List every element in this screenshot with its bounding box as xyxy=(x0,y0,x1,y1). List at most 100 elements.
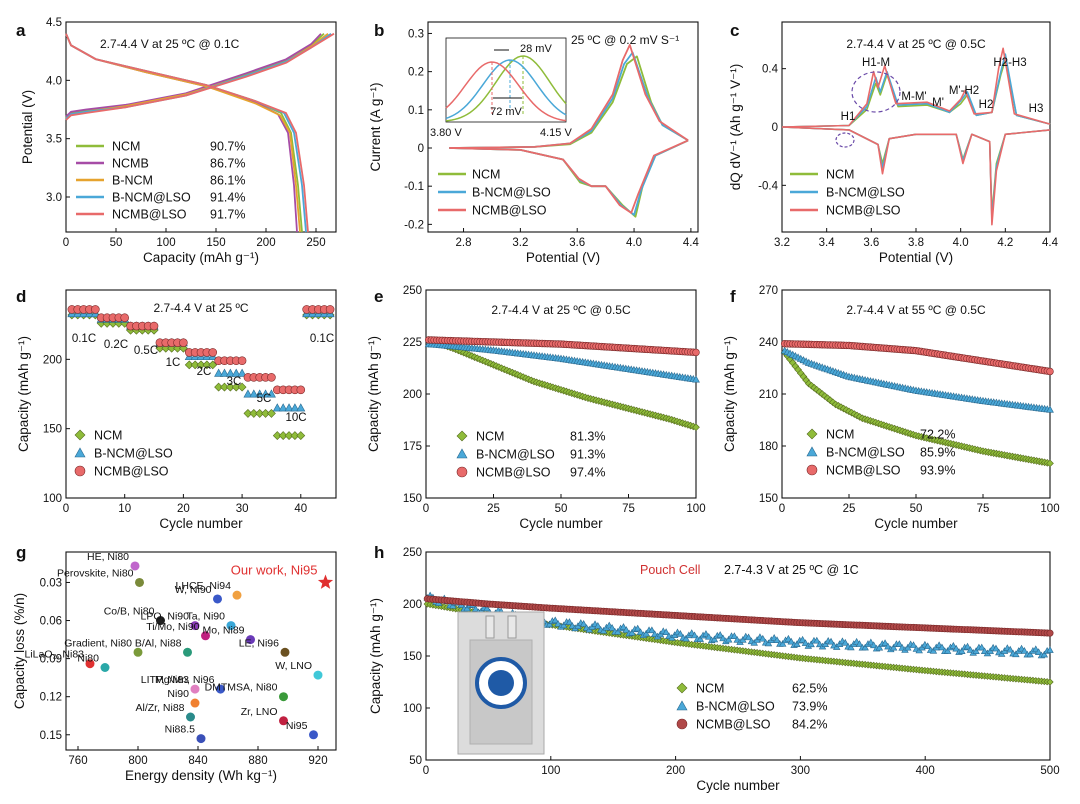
h-point xyxy=(744,633,753,641)
e-legend-label: NCM xyxy=(476,430,504,444)
g-point xyxy=(216,684,225,694)
h-ytick-label: 50 xyxy=(409,755,422,767)
e-xlabel: Cycle number xyxy=(519,516,603,531)
c-xtick-label: 4.2 xyxy=(997,237,1013,249)
d-rate-label: 1C xyxy=(166,357,181,369)
d-point xyxy=(214,382,224,392)
h-point xyxy=(963,642,972,650)
a-xtick-label: 250 xyxy=(306,237,325,249)
a-legend-value: 86.7% xyxy=(210,157,245,171)
h-point xyxy=(827,637,835,645)
d-rate-label: 5C xyxy=(257,393,272,405)
panel-label-e: e xyxy=(374,287,383,306)
a-legend-value: 91.7% xyxy=(210,208,245,222)
d-point xyxy=(272,431,282,441)
a-legend-label: NCM xyxy=(112,140,140,154)
d-rate-label: 3C xyxy=(227,376,242,388)
e-ytick-label: 250 xyxy=(403,285,422,297)
h-point xyxy=(847,643,855,651)
a-xtick-label: 200 xyxy=(256,237,275,249)
h-point xyxy=(682,634,690,642)
h-ytick-label: 250 xyxy=(403,547,422,559)
a-legend-value: 91.4% xyxy=(210,191,245,205)
h-tag: Pouch Cell xyxy=(640,563,700,577)
h-point xyxy=(773,636,781,643)
h-legend-marker xyxy=(676,700,688,711)
c-highlight-h1m xyxy=(851,71,901,113)
f-xtick-label: 25 xyxy=(843,503,856,515)
g-point xyxy=(135,577,144,587)
d-point xyxy=(249,408,259,418)
d-legend-marker xyxy=(74,447,86,458)
d-point xyxy=(266,389,276,398)
g-point xyxy=(100,663,110,672)
c-ytick-label: -0.4 xyxy=(758,180,778,192)
h-point xyxy=(821,640,830,648)
h-legend-label: B-NCM@LSO xyxy=(696,700,775,714)
e-xtick-label: 25 xyxy=(487,503,500,515)
c-annotation: H2 xyxy=(979,99,994,111)
d-point xyxy=(237,356,247,366)
g-point-label: B/Al, Ni88 xyxy=(135,637,182,649)
g-point-label: LHCE, Ni94 xyxy=(176,580,232,592)
g-point xyxy=(186,712,195,722)
h-point xyxy=(807,640,815,648)
h-point xyxy=(889,643,898,651)
h-ytick-label: 100 xyxy=(403,703,422,715)
e-legend-marker xyxy=(456,448,468,459)
c-xtick-label: 3.8 xyxy=(908,237,924,249)
e-title: 2.7-4.4 V at 25 ºC @ 0.5C xyxy=(491,303,631,317)
g-point-label: Ta, Ni90 xyxy=(186,611,225,623)
c-annotation: M'-H2 xyxy=(949,85,979,97)
f-point xyxy=(1046,459,1054,468)
f-ytick-label: 270 xyxy=(759,285,778,297)
h-point xyxy=(636,628,645,635)
f-xtick-label: 75 xyxy=(977,503,990,515)
h-point xyxy=(739,635,747,643)
b-frame xyxy=(427,21,699,233)
h-point xyxy=(787,637,795,645)
c-legend-label: B-NCM@LSO xyxy=(826,186,905,200)
d-ytick-label: 100 xyxy=(43,493,62,505)
g-xlabel: Energy density (Wh kg⁻¹) xyxy=(125,768,277,783)
c-series-red-2 xyxy=(781,126,1051,226)
d-point xyxy=(249,389,259,398)
h-point xyxy=(978,643,986,651)
a-series-charge-1 xyxy=(65,33,322,118)
b-ytick-label: 0.2 xyxy=(408,67,424,79)
h-xtick-label: 100 xyxy=(541,765,560,777)
a-legend-label: NCMB@LSO xyxy=(112,208,187,222)
h-point xyxy=(719,634,727,642)
h-point xyxy=(841,638,849,646)
h-point xyxy=(565,618,574,625)
b-ytick-label: -0.1 xyxy=(404,181,424,193)
f-legend-value: 72.2% xyxy=(920,428,955,442)
c-ytick-label: 0 xyxy=(772,122,778,134)
b-ytick-label: -0.2 xyxy=(404,219,424,231)
c-series-red-0 xyxy=(781,126,1051,216)
g-point-label: LE, Ni96 xyxy=(239,637,279,649)
f-legend-value: 93.9% xyxy=(920,464,955,478)
d-xtick-label: 30 xyxy=(236,503,249,515)
h-point xyxy=(614,627,622,635)
h-point xyxy=(924,642,932,650)
a-legend-label: NCMB xyxy=(112,157,149,171)
d-point xyxy=(120,313,129,323)
b-inset-curve-0 xyxy=(445,55,567,122)
h-point xyxy=(881,639,889,646)
g-point-label: Co/B, Ni80 xyxy=(104,606,155,618)
c-series-ox-2 xyxy=(781,47,1051,128)
a-ytick-label: 3.0 xyxy=(46,192,62,204)
g-point-label: LPO, Ni90 xyxy=(141,611,190,623)
b-legend-label: NCM xyxy=(472,168,500,182)
d-xtick-label: 40 xyxy=(294,503,307,515)
h-point xyxy=(875,643,884,651)
h-point xyxy=(867,638,875,646)
b-inset-curve-1 xyxy=(445,59,567,120)
h-legend-value: 62.5% xyxy=(792,682,827,696)
h-legend-marker xyxy=(676,718,688,730)
h-point xyxy=(619,623,628,630)
d-xtick-label: 20 xyxy=(177,503,190,515)
h-xtick-label: 500 xyxy=(1040,765,1059,777)
h-point xyxy=(855,640,864,647)
